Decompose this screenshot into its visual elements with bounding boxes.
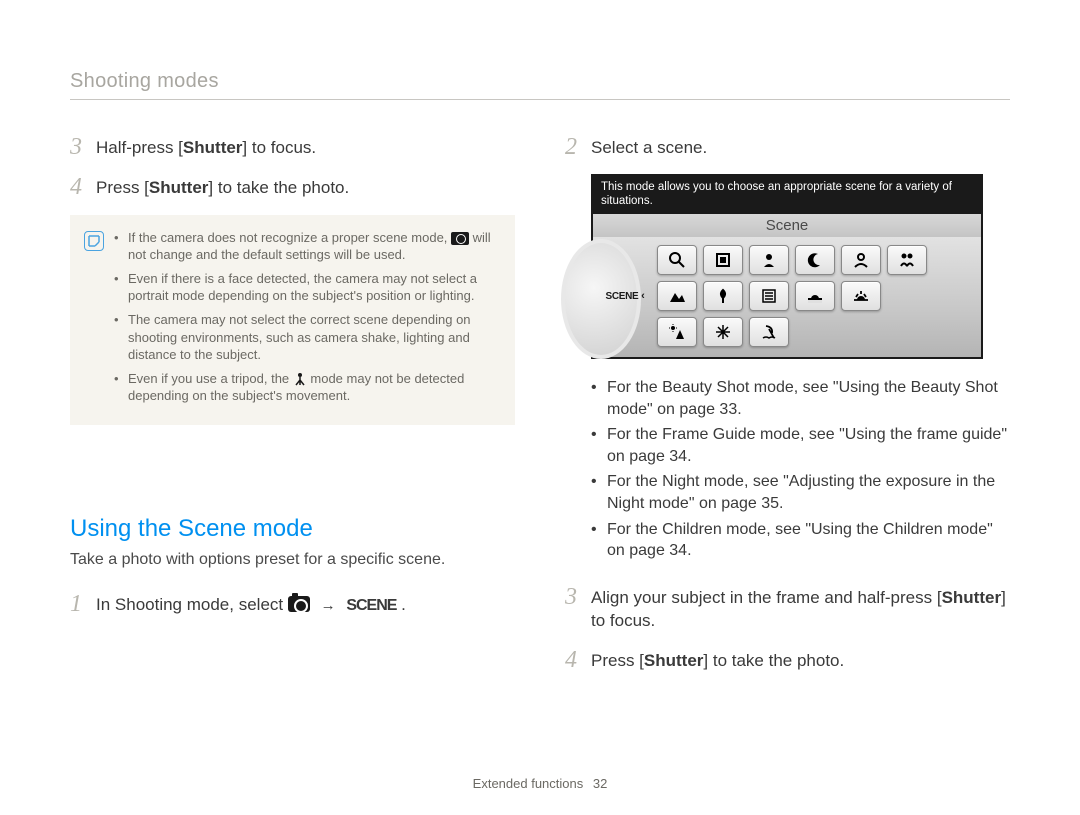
- step-number: 4: [70, 174, 96, 200]
- ref-item: For the Beauty Shot mode, see "Using the…: [591, 377, 1010, 420]
- scene-sunset-icon[interactable]: [795, 281, 835, 311]
- step-number: 1: [70, 591, 96, 617]
- step-1-scene: 1 In Shooting mode, select → SCENE .: [70, 591, 515, 617]
- note-box: If the camera does not recognize a prope…: [70, 215, 515, 425]
- step-text: Press [Shutter] to take the photo.: [96, 174, 349, 200]
- step-number: 3: [565, 584, 591, 610]
- note-item: The camera may not select the correct sc…: [114, 311, 497, 364]
- camera-icon: [288, 596, 310, 612]
- note-item: If the camera does not recognize a prope…: [114, 229, 497, 264]
- scene-fireworks-icon[interactable]: [703, 317, 743, 347]
- step-4: 4 Press [Shutter] to take the photo.: [70, 174, 515, 200]
- ref-item: For the Frame Guide mode, see "Using the…: [591, 424, 1010, 467]
- scene-face-icon[interactable]: [841, 245, 881, 275]
- section-subtitle: Take a photo with options preset for a s…: [70, 551, 515, 569]
- step-3-right: 3 Align your subject in the frame and ha…: [565, 584, 1010, 633]
- step-text: Half-press [Shutter] to focus.: [96, 134, 316, 160]
- step-number: 2: [565, 134, 591, 160]
- note-item: Even if there is a face detected, the ca…: [114, 270, 497, 305]
- arrow-icon: →: [321, 597, 336, 614]
- step-text: Align your subject in the frame and half…: [591, 584, 1010, 633]
- page-footer: Extended functions 32: [0, 776, 1080, 791]
- scene-night-icon[interactable]: [795, 245, 835, 275]
- scene-magnifier-icon[interactable]: [657, 245, 697, 275]
- scene-side-label: SCENE ‹: [605, 290, 644, 302]
- step-4-right: 4 Press [Shutter] to take the photo.: [565, 647, 1010, 673]
- scene-word-icon: SCENE: [346, 597, 396, 614]
- scene-mode-screenshot: This mode allows you to choose an approp…: [591, 174, 983, 359]
- header-divider: [70, 99, 1010, 100]
- section-heading: Using the Scene mode: [70, 515, 515, 543]
- footer-page-number: 32: [593, 776, 607, 791]
- scene-backlight-icon[interactable]: [657, 317, 697, 347]
- scene-landscape-icon[interactable]: [657, 281, 697, 311]
- tripod-icon: [293, 372, 307, 386]
- step-text: In Shooting mode, select → SCENE .: [96, 591, 406, 617]
- scene-beach-icon[interactable]: [749, 317, 789, 347]
- left-column: 3 Half-press [Shutter] to focus. 4 Press…: [70, 134, 515, 687]
- step-text: Select a scene.: [591, 134, 707, 160]
- note-list: If the camera does not recognize a prope…: [114, 229, 497, 411]
- step-3: 3 Half-press [Shutter] to focus.: [70, 134, 515, 160]
- right-column: 2 Select a scene. This mode allows you t…: [565, 134, 1010, 687]
- scene-icon-grid: [657, 245, 971, 347]
- note-icon: [84, 231, 104, 251]
- scene-dawn-icon[interactable]: [841, 281, 881, 311]
- scene-frame-icon[interactable]: [703, 245, 743, 275]
- footer-section: Extended functions: [473, 776, 584, 791]
- page-header: Shooting modes: [70, 70, 1010, 99]
- scene-macro-icon[interactable]: [703, 281, 743, 311]
- scene-description-bar: This mode allows you to choose an approp…: [593, 176, 981, 214]
- ref-item: For the Night mode, see "Adjusting the e…: [591, 471, 1010, 514]
- smart-auto-icon: [451, 232, 469, 245]
- scene-portrait-icon[interactable]: [749, 245, 789, 275]
- scene-children-icon[interactable]: [887, 245, 927, 275]
- step-text: Press [Shutter] to take the photo.: [591, 647, 844, 673]
- scene-title-bar: Scene: [593, 214, 981, 237]
- step-2: 2 Select a scene.: [565, 134, 1010, 160]
- reference-list: For the Beauty Shot mode, see "Using the…: [591, 377, 1010, 562]
- note-item: Even if you use a tripod, the mode may n…: [114, 370, 497, 405]
- ref-item: For the Children mode, see "Using the Ch…: [591, 519, 1010, 562]
- step-number: 3: [70, 134, 96, 160]
- step-number: 4: [565, 647, 591, 673]
- scene-text-icon[interactable]: [749, 281, 789, 311]
